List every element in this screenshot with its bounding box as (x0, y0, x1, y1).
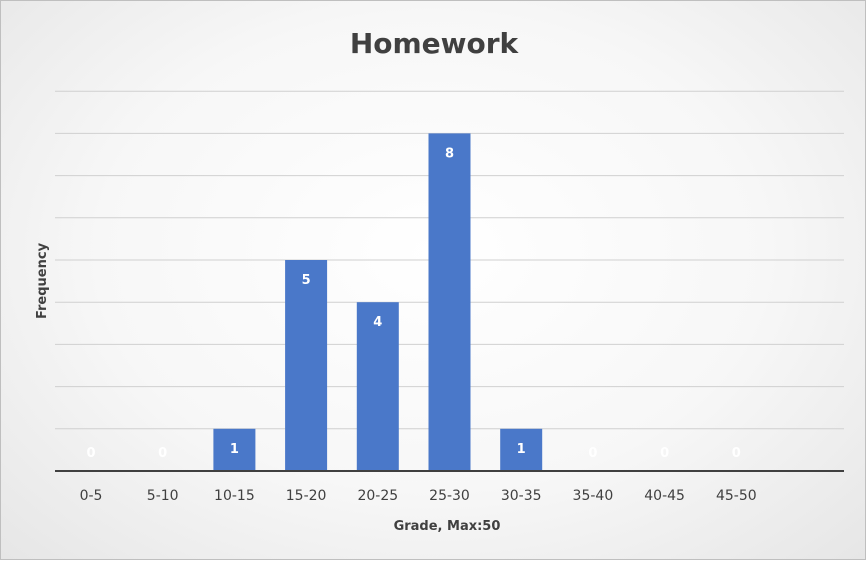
x-tick-35-40: 35-40 (573, 488, 614, 504)
x-tick-45-50: 45-50 (716, 488, 757, 504)
x-tick-10-15: 10-15 (214, 488, 255, 504)
y-axis-title: Frequency (35, 242, 50, 319)
bar-20-25 (356, 302, 399, 471)
bar-30-35 (500, 428, 543, 471)
data-label-20-25: 4 (373, 315, 382, 330)
bars (213, 133, 543, 471)
data-label-30-35: 1 (517, 442, 526, 457)
data-label-0-5: 0 (86, 446, 95, 461)
bar-15-20 (285, 260, 328, 471)
data-label-10-15: 1 (230, 442, 239, 457)
data-label-40-45: 0 (660, 446, 669, 461)
x-tick-30-35: 30-35 (501, 488, 542, 504)
data-labels: 0 0 1 5 4 8 1 0 0 0 (86, 146, 740, 461)
data-label-15-20: 5 (302, 273, 311, 288)
data-label-25-30: 8 (445, 146, 454, 161)
x-tick-0-5: 0-5 (80, 488, 103, 504)
x-tick-15-20: 15-20 (286, 488, 327, 504)
x-tick-labels: 0-5 5-10 10-15 15-20 20-25 25-30 30-35 35-40 40-… (80, 488, 757, 504)
x-axis-title: Grade, Max:50 (394, 519, 501, 534)
x-tick-20-25: 20-25 (357, 488, 398, 504)
chart-title: Homework (350, 27, 520, 60)
x-tick-25-30: 25-30 (429, 488, 470, 504)
x-tick-40-45: 40-45 (644, 488, 685, 504)
data-label-35-40: 0 (588, 446, 597, 461)
data-label-45-50: 0 (732, 446, 741, 461)
x-tick-5-10: 5-10 (147, 488, 179, 504)
bar-10-15 (213, 428, 256, 471)
bar-25-30 (428, 133, 471, 471)
data-label-5-10: 0 (158, 446, 167, 461)
